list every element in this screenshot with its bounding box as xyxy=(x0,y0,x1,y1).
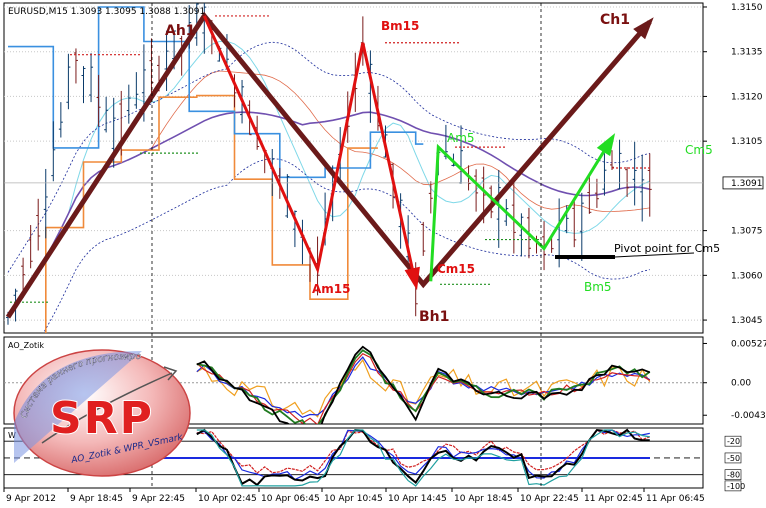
wpr-tick-box xyxy=(724,480,742,492)
wave-arrowhead xyxy=(596,133,616,157)
axes: 1.3150 1.3135 1.3120 1.3105 1.3075 1.3060 1.30… xyxy=(3,3,766,504)
wave-label: Pivot point for Cm5 xyxy=(614,242,720,255)
wave-label: Bm15 xyxy=(381,19,419,33)
x-tick-label: 9 Apr 2012 xyxy=(6,494,56,504)
wpr-tick-label: -100 xyxy=(727,482,745,491)
y-tick-label: 1.3060 xyxy=(731,271,763,281)
trailing-resistance-line xyxy=(8,6,424,179)
wave-series-line xyxy=(202,15,418,285)
wave-label: Bm5 xyxy=(584,280,612,294)
wave-labels: Ah1 Bh1 Ch1 Bm15 Am15 Cm15 Am5 Bm5 Cm5 Pivot poin… xyxy=(165,12,720,325)
ma-slow-line xyxy=(7,111,650,318)
wave-label: Bh1 xyxy=(419,309,449,325)
wpr-series-line xyxy=(196,429,650,481)
wave-series-line xyxy=(429,137,614,282)
y-tick-label: 1.3120 xyxy=(731,92,763,102)
wave-label: Cm15 xyxy=(437,262,475,276)
y-tick-label: 1.3045 xyxy=(731,316,763,326)
x-tick-label: 9 Apr 22:45 xyxy=(132,494,185,504)
current-price-box xyxy=(722,176,764,190)
ao-tick-label: 0.00527 xyxy=(731,339,766,349)
ao-series-line xyxy=(196,358,651,418)
x-tick-label: 10 Apr 14:45 xyxy=(388,494,447,504)
ao-series-line xyxy=(196,349,651,424)
logo-letters: SRP xyxy=(50,393,154,444)
srp-logo: Система раннего прогнозирования SRP AO_Z… xyxy=(13,349,191,477)
x-tick-label: 11 Apr 06:45 xyxy=(646,494,705,504)
wpr-series-line xyxy=(196,428,650,487)
x-tick-label: 9 Apr 18:45 xyxy=(70,494,123,504)
wpr-series-line xyxy=(196,429,650,487)
wpr-tick-box xyxy=(724,469,742,481)
envelope-lower-line xyxy=(42,158,650,333)
wave-label: Ch1 xyxy=(600,12,630,28)
x-tick-label: 10 Apr 02:45 xyxy=(198,494,257,504)
y-tick-label: 1.3105 xyxy=(731,137,763,147)
envelope-upper-line xyxy=(7,41,650,273)
wpr-tick-label: -20 xyxy=(727,437,740,446)
x-tick-label: 10 Apr 10:45 xyxy=(324,494,383,504)
wpr-tick-box xyxy=(724,452,742,464)
current-price-label: 1.3091 xyxy=(731,179,763,189)
wpr-tick-label: -50 xyxy=(727,454,740,463)
wave-label: Cm5 xyxy=(685,143,713,157)
x-tick-label: 10 Apr 06:45 xyxy=(261,494,320,504)
pivot-point-line xyxy=(614,252,695,258)
ao-panel-title: AO_Zotik xyxy=(8,341,44,350)
wpr-panel xyxy=(4,428,703,487)
wpr-tick-label: -80 xyxy=(727,471,740,480)
wave-arrowhead xyxy=(633,17,654,40)
wave-label: Am15 xyxy=(312,282,351,296)
x-tick-label: 10 Apr 22:45 xyxy=(520,494,579,504)
wpr-panel-title: W xyxy=(8,431,16,440)
x-tick-label: 10 Apr 18:45 xyxy=(454,494,513,504)
x-tick-label: 11 Apr 02:45 xyxy=(584,494,643,504)
wave-arrowhead xyxy=(404,266,420,291)
trailing-support-line xyxy=(45,94,378,333)
ao-series-line xyxy=(196,345,651,424)
ao-tick-label: 0.00 xyxy=(731,379,751,389)
wave-label: Ah1 xyxy=(165,23,196,39)
ao-tick-label: -0.00436 xyxy=(731,411,766,421)
main-panel xyxy=(4,3,703,333)
wave-label: Am5 xyxy=(447,131,475,145)
y-tick-label: 1.3135 xyxy=(731,48,763,58)
y-tick-label: 1.3075 xyxy=(731,227,763,237)
symbol-header: EURUSD,M15 1.3093 1.3095 1.3088 1.3091 xyxy=(8,7,205,17)
wave-series-line xyxy=(5,11,652,319)
y-tick-label: 1.3150 xyxy=(731,3,763,13)
wpr-tick-box xyxy=(724,435,742,447)
